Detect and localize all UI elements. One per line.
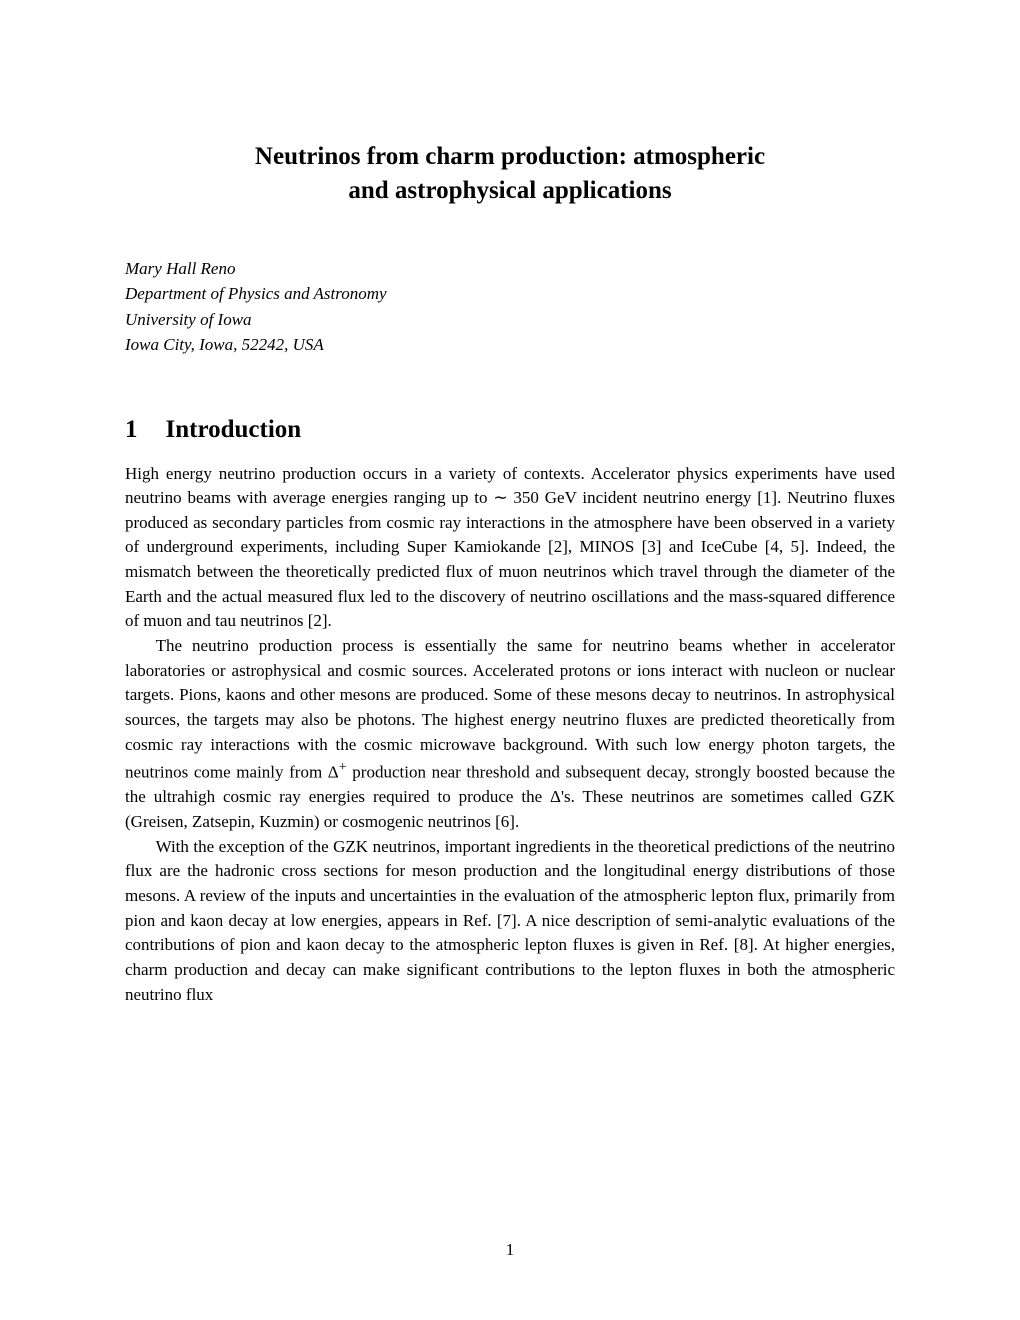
section-heading: 1 Introduction [125,416,895,444]
section-title: Introduction [166,416,302,443]
author-block: Mary Hall Reno Department of Physics and… [125,256,895,358]
paper-title: Neutrinos from charm production: atmosph… [125,140,895,208]
author-university: University of Iowa [125,307,895,333]
page-number: 1 [0,1240,1020,1260]
title-line-2: and astrophysical applications [348,177,671,204]
paragraph-3: With the exception of the GZK neutrinos,… [125,835,895,1007]
author-address: Iowa City, Iowa, 52242, USA [125,332,895,358]
paragraph-2: The neutrino production process is essen… [125,634,895,835]
author-name: Mary Hall Reno [125,256,895,282]
title-line-1: Neutrinos from charm production: atmosph… [255,143,765,170]
author-department: Department of Physics and Astronomy [125,281,895,307]
paragraph-1: High energy neutrino production occurs i… [125,462,895,634]
section-number: 1 [125,416,138,444]
superscript-plus: + [339,759,347,775]
body-text: High energy neutrino production occurs i… [125,462,895,1008]
